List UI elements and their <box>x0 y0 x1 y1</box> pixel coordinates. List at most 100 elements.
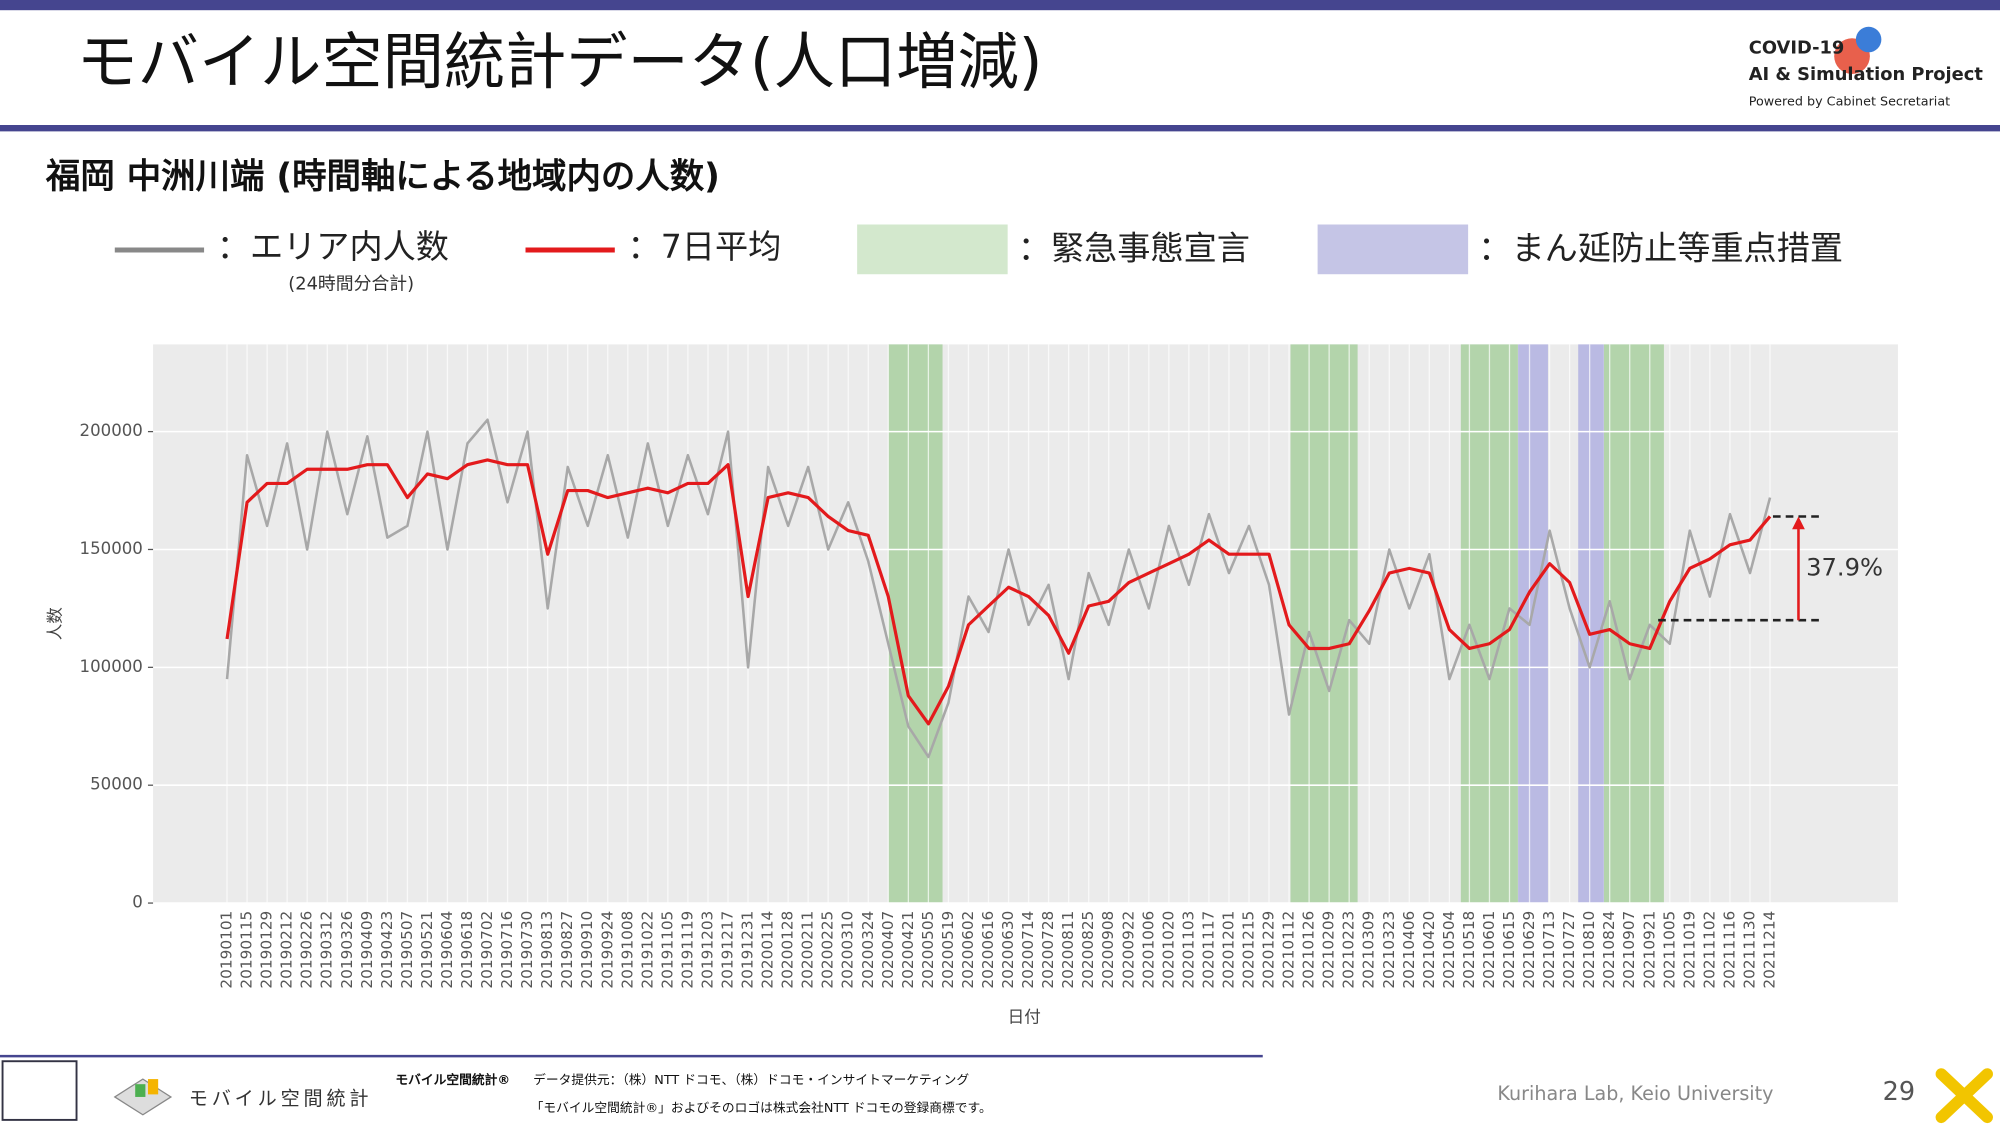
top-bar <box>0 0 2000 11</box>
x-tick-label: 20190604 <box>438 911 456 989</box>
x-tick-label: 20190326 <box>338 911 356 989</box>
slide-title: モバイル空間統計データ(人口増減) <box>77 27 1043 98</box>
legend-swatch <box>1317 224 1469 275</box>
logo-text: AI & Simulation Project <box>1749 64 1984 85</box>
x-tick-label: 20200630 <box>999 911 1017 989</box>
corner-logo <box>1935 1068 1993 1124</box>
x-tick-label: 20201117 <box>1199 911 1217 989</box>
x-tick-label: 20210309 <box>1360 911 1378 989</box>
x-tick-label: 20190924 <box>598 911 616 989</box>
x-tick-label: 20200602 <box>959 911 977 989</box>
x-tick-label: 20191022 <box>638 911 656 989</box>
footer-lab: Kurihara Lab, Keio University <box>1497 1082 1773 1105</box>
x-tick-label: 20191231 <box>739 911 757 989</box>
brand-logo <box>147 1079 159 1095</box>
x-tick-label: 20210615 <box>1500 911 1518 989</box>
x-tick-label: 20210824 <box>1600 911 1618 989</box>
x-tick-label: 20210126 <box>1300 911 1318 989</box>
y-tick-label: 200000 <box>80 421 143 440</box>
x-tick-label: 20200825 <box>1079 911 1097 989</box>
x-tick-label: 20211130 <box>1740 911 1758 989</box>
logo-dot <box>1855 26 1882 53</box>
legend-label: ：緊急事態宣言 <box>1018 229 1250 268</box>
x-tick-label: 20200421 <box>899 911 917 989</box>
x-tick-label: 20190226 <box>298 911 316 989</box>
x-tick-label: 20200407 <box>879 911 897 989</box>
series-line <box>225 418 1772 759</box>
x-tick-label: 20210420 <box>1420 911 1438 989</box>
x-tick-label: 20211102 <box>1700 911 1718 989</box>
x-axis-title: 日付 <box>1008 1007 1041 1026</box>
footer-credit-title: モバイル空間統計® <box>395 1072 510 1088</box>
x-tick-label: 20190423 <box>378 911 396 989</box>
page-number: 29 <box>1883 1077 1915 1107</box>
legend-label: ：エリア内人数 <box>217 227 449 266</box>
x-tick-label: 20200616 <box>979 911 997 989</box>
period-band <box>1518 344 1548 904</box>
x-tick-label: 20210323 <box>1380 911 1398 989</box>
x-tick-label: 20190827 <box>558 911 576 989</box>
annotation-arrowhead <box>1792 516 1805 530</box>
x-tick-label: 20210601 <box>1480 911 1498 989</box>
x-tick-label: 20201229 <box>1260 911 1278 989</box>
x-tick-label: 20210810 <box>1580 911 1598 989</box>
x-tick-label: 20201006 <box>1139 911 1157 989</box>
x-tick-label: 20200728 <box>1039 911 1057 989</box>
x-tick-label: 20201201 <box>1219 911 1237 989</box>
y-tick-label: 0 <box>132 893 143 912</box>
x-tick-label: 20190115 <box>238 911 256 989</box>
x-tick-label: 20210112 <box>1280 911 1298 989</box>
x-tick-label: 20190618 <box>458 911 476 989</box>
legend-label: ：まん延防止等重点措置 <box>1478 229 1843 268</box>
series-line <box>225 458 1772 726</box>
x-tick-label: 20210629 <box>1520 911 1538 989</box>
period-band <box>1603 344 1664 904</box>
x-tick-label: 20190101 <box>218 911 236 989</box>
x-tick-label: 20190813 <box>538 911 556 989</box>
legend-note: (24時間分合計) <box>288 273 414 294</box>
x-tick-label: 20190129 <box>258 911 276 989</box>
x-tick-label: 20210727 <box>1560 911 1578 989</box>
x-tick-label: 20190730 <box>518 911 536 989</box>
x-tick-label: 20201020 <box>1159 911 1177 989</box>
y-axis-title: 人数 <box>46 607 65 641</box>
footer-trademark: 「モバイル空間統計®」およびそのロゴは株式会社NTT ドコモの登録商標です。 <box>531 1100 992 1116</box>
period-band <box>888 344 943 904</box>
x-tick-label: 20190507 <box>398 911 416 989</box>
x-tick-label: 20200114 <box>759 911 777 989</box>
x-tick-label: 20200519 <box>939 911 957 989</box>
x-tick-label: 20211019 <box>1680 911 1698 989</box>
x-tick-label: 20200310 <box>839 911 857 989</box>
x-tick-label: 20200922 <box>1119 911 1137 989</box>
x-tick-label: 20200225 <box>819 911 837 989</box>
x-tick-label: 20210223 <box>1340 911 1358 989</box>
x-tick-label: 20200811 <box>1059 911 1077 989</box>
x-tick-label: 20201215 <box>1239 911 1257 989</box>
x-tick-label: 20201103 <box>1179 911 1197 989</box>
brand-logo <box>135 1084 146 1097</box>
x-tick-label: 20190521 <box>418 911 436 989</box>
x-tick-label: 20200211 <box>799 911 817 989</box>
legend-swatch <box>857 224 1008 275</box>
x-tick-label: 20210921 <box>1640 911 1658 989</box>
x-tick-label: 20191105 <box>658 911 676 989</box>
x-tick-label: 20210518 <box>1460 911 1478 989</box>
x-tick-label: 20211214 <box>1760 911 1778 989</box>
x-tick-label: 20190716 <box>498 911 516 989</box>
logo-text: COVID-19 <box>1749 37 1845 58</box>
x-tick-label: 20210406 <box>1400 911 1418 989</box>
legend-label: ：7日平均 <box>628 227 782 266</box>
header-rule <box>0 125 2000 132</box>
x-tick-label: 20211005 <box>1660 911 1678 989</box>
footer-brand: モバイル空間統計 <box>189 1087 373 1110</box>
x-tick-label: 20210209 <box>1320 911 1338 989</box>
x-tick-label: 20191008 <box>618 911 636 989</box>
x-tick-label: 20191203 <box>698 911 716 989</box>
lab-logo <box>1 1060 78 1121</box>
x-tick-label: 20200128 <box>779 911 797 989</box>
subtitle: 福岡 中洲川端 (時間軸による地域内の人数) <box>45 157 720 197</box>
x-tick-label: 20211116 <box>1720 911 1738 989</box>
y-tick-label: 150000 <box>80 539 143 558</box>
x-tick-label: 20210713 <box>1540 911 1558 989</box>
